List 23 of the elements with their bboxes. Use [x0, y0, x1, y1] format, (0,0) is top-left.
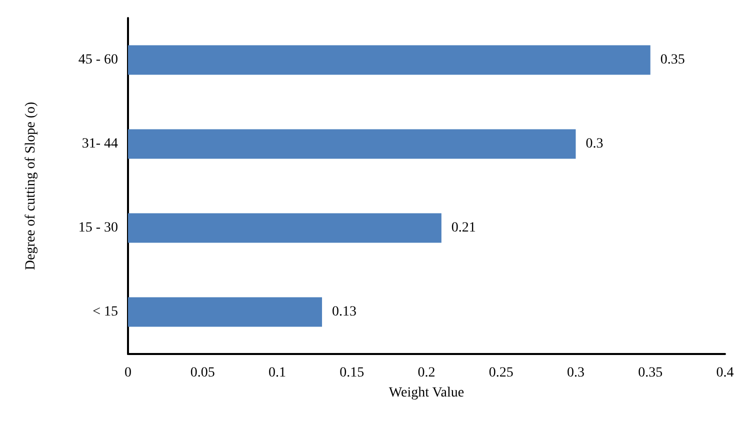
y-tick-label: 15 - 30	[78, 220, 118, 236]
bar	[128, 45, 650, 75]
x-tick-label: 0.15	[340, 366, 364, 380]
y-tick-label: < 15	[92, 304, 118, 320]
y-tick-label: 31- 44	[82, 136, 118, 152]
x-tick-label: 0.35	[638, 366, 663, 380]
data-label: 0.21	[451, 220, 476, 236]
data-label: 0.35	[660, 52, 685, 68]
x-tick-label: 0.2	[418, 366, 436, 380]
data-label: 0.13	[332, 304, 357, 320]
x-tick-label: 0.1	[268, 366, 286, 380]
x-axis-title: Weight Value	[388, 386, 464, 400]
y-axis-title: Degree of cutting of Slope (o)	[24, 102, 38, 270]
x-tick-label: 0.4	[716, 366, 734, 380]
bar	[128, 129, 576, 159]
data-label: 0.3	[586, 136, 604, 152]
x-tick-label: 0.3	[567, 366, 584, 380]
x-tick-label: 0	[124, 366, 132, 380]
bar	[128, 297, 322, 327]
y-tick-label: 45 - 60	[78, 52, 118, 68]
x-tick-label: 0.05	[190, 366, 215, 380]
bar	[128, 213, 442, 243]
x-tick-label: 0.25	[488, 366, 514, 380]
